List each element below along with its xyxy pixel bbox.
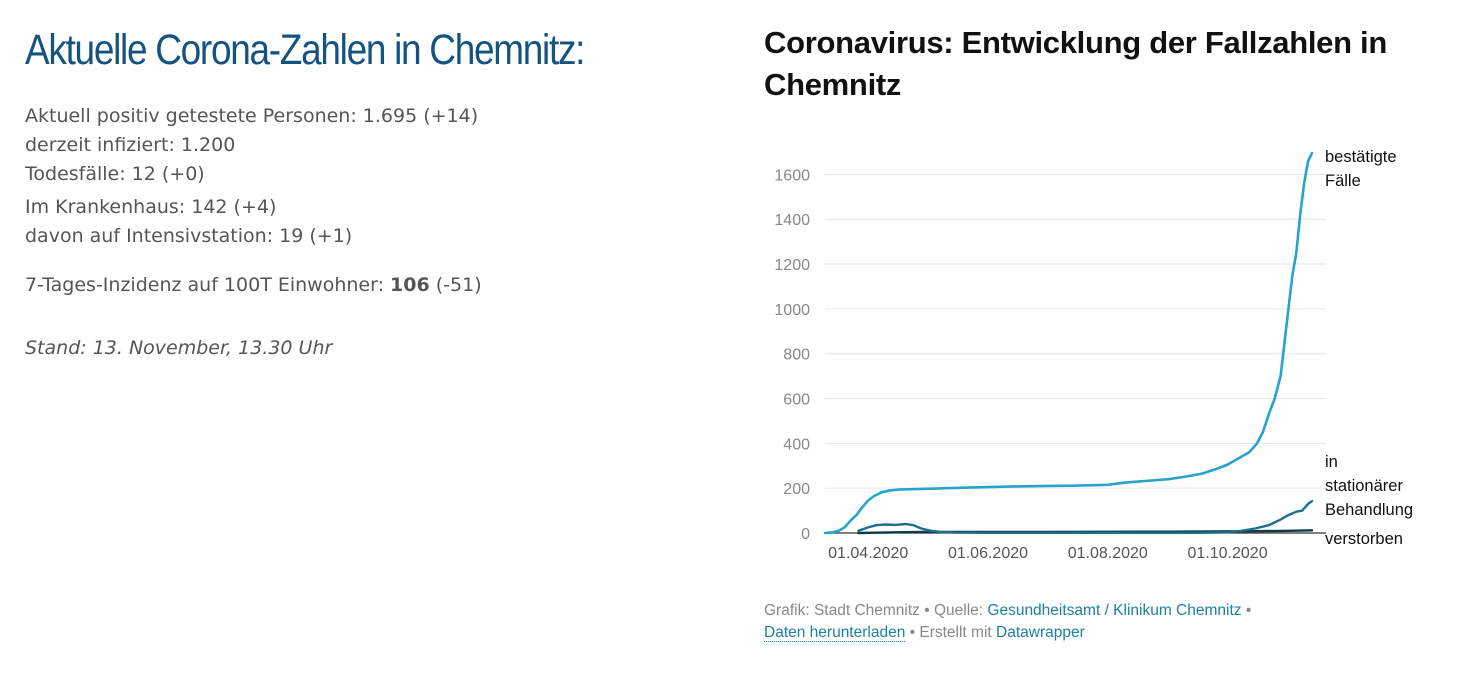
y-tick-label: 200: [783, 481, 810, 498]
x-tick-label: 01.08.2020: [1068, 545, 1148, 562]
x-tick-label: 01.04.2020: [828, 545, 908, 562]
stand-timestamp: Stand: 13. November, 13.30 Uhr: [25, 337, 333, 359]
series-label: bestätigte: [1325, 148, 1397, 166]
series-label: Fälle: [1325, 172, 1361, 190]
stat-positive: Aktuell positiv getestete Personen: 1.69…: [25, 105, 479, 127]
series-label: in: [1325, 453, 1338, 471]
chart-title: Coronavirus: Entwicklung der Fallzahlen …: [764, 25, 1387, 102]
series-line-hospital: [857, 500, 1314, 534]
x-tick-label: 01.06.2020: [948, 545, 1028, 562]
source-link[interactable]: Gesundheitsamt / Klinikum Chemnitz: [987, 602, 1242, 619]
stat-icu: davon auf Intensivstation: 19 (+1): [25, 225, 353, 247]
incidence-change: (-51): [429, 274, 482, 296]
chart-footer: Grafik: Stadt Chemnitz • Quelle: Gesundh…: [764, 600, 1364, 644]
line-chart: 0 200 400 600 800 1000 1200 1400 1600 01.04.2020 0…: [774, 148, 1413, 562]
footer-separator: •: [919, 602, 934, 619]
stat-deaths: Todesfälle: 12 (+0): [25, 163, 205, 185]
chart-panel: Coronavirus: Entwicklung der Fallzahlen …: [764, 22, 1444, 106]
footer-separator: •: [1241, 602, 1252, 619]
y-tick-label: 0: [801, 526, 810, 543]
incidence-label: 7-Tages-Inzidenz auf 100T Einwohner:: [25, 274, 391, 296]
incidence-value: 106: [390, 274, 430, 296]
y-tick-label: 1200: [774, 257, 810, 274]
series-label: verstorben: [1325, 530, 1403, 548]
footer-grafik: Grafik: Stadt Chemnitz: [764, 602, 920, 619]
stats-panel: Aktuelle Corona-Zahlen in Chemnitz: Aktu…: [25, 22, 725, 363]
series-line-confirmed: [823, 151, 1314, 535]
download-data-link[interactable]: Daten herunterladen: [764, 624, 906, 642]
stat-incidence: 7-Tages-Inzidenz auf 100T Einwohner: 106…: [25, 271, 725, 300]
series-label: Behandlung: [1325, 501, 1413, 519]
y-tick-label: 400: [783, 436, 810, 453]
y-tick-label: 1600: [774, 167, 810, 184]
x-tick-label: 01.10.2020: [1188, 545, 1268, 562]
datawrapper-link[interactable]: Datawrapper: [996, 624, 1085, 641]
stats-list: Aktuell positiv getestete Personen: 1.69…: [25, 102, 725, 363]
series-label: stationärer: [1325, 477, 1403, 495]
y-tick-label: 1000: [774, 302, 810, 319]
y-tick-label: 600: [783, 392, 810, 409]
footer-quelle-label: Quelle:: [933, 602, 988, 619]
stat-infected: derzeit infiziert: 1.200: [25, 134, 236, 156]
y-tick-label: 800: [783, 347, 810, 364]
page-heading: Aktuelle Corona-Zahlen in Chemnitz:: [25, 26, 585, 74]
footer-created-with: • Erstellt mit: [905, 624, 997, 641]
stat-hospital: Im Krankenhaus: 142 (+4): [25, 196, 277, 218]
y-tick-label: 1400: [774, 212, 810, 229]
